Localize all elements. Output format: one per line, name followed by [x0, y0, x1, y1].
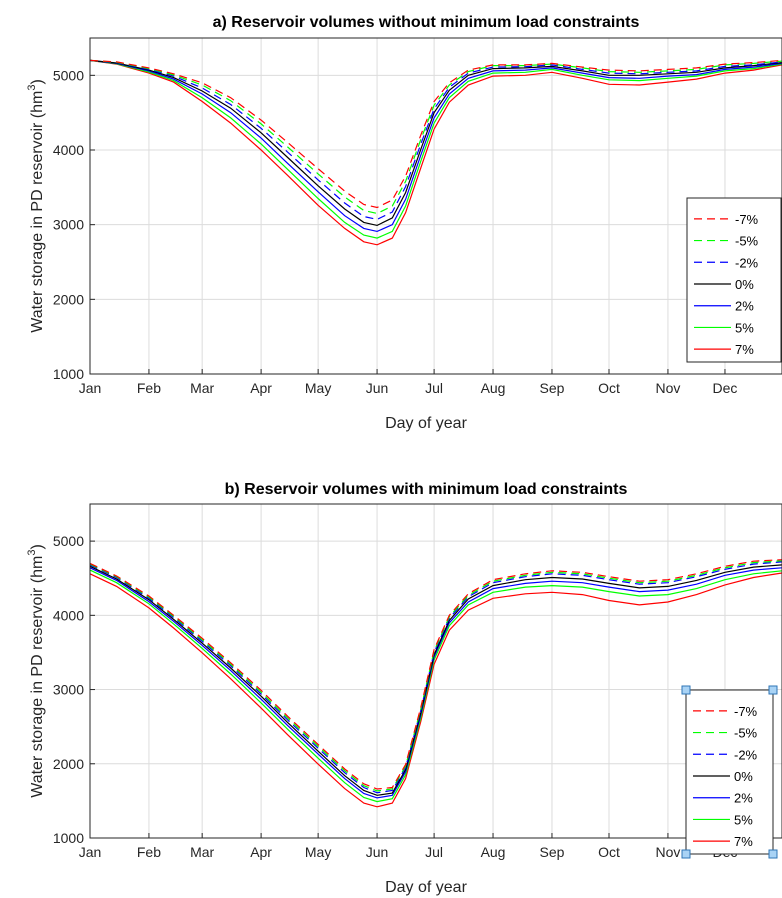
legend-entry-label: -7%	[735, 212, 759, 227]
plot-area	[90, 38, 782, 374]
series-line-minus5pct	[89, 59, 782, 215]
series-line-7pct	[89, 59, 782, 246]
x-tick-label: Nov	[655, 380, 680, 396]
legend-entry-label: -5%	[734, 726, 758, 741]
legend-entry-label: -7%	[734, 704, 758, 719]
y-tick-label: 1000	[53, 830, 84, 846]
selection-handle[interactable]	[768, 849, 778, 859]
plot-area	[90, 504, 782, 838]
x-tick-label: Jan	[79, 844, 102, 860]
y-tick-label: 1000	[53, 366, 84, 382]
legend-entry-label: -2%	[735, 255, 759, 270]
chart-panel-b: JanFebMarAprMayJunJulAugSepOctNovDec1000…	[26, 481, 782, 896]
x-tick-label: Mar	[190, 844, 214, 860]
axes-box	[89, 503, 782, 839]
x-tick-label: Nov	[655, 844, 680, 860]
series-line-0pct	[89, 564, 782, 796]
x-tick-label: Apr	[250, 380, 272, 396]
x-tick-label: Dec	[713, 380, 738, 396]
y-tick-label: 3000	[53, 682, 84, 698]
legend-entry-label: 7%	[734, 834, 753, 849]
x-tick-label: May	[305, 380, 331, 396]
y-tick-label: 2000	[53, 291, 84, 307]
x-tick-label: Sep	[540, 844, 565, 860]
x-tick-label: Jun	[366, 844, 389, 860]
legend-entry-label: 0%	[734, 769, 753, 784]
selection-handle[interactable]	[681, 685, 691, 695]
series-line-minus7pct	[89, 59, 782, 209]
y-tick-label: 4000	[53, 607, 84, 623]
x-axis-label: Day of year	[385, 879, 467, 896]
x-tick-label: Oct	[598, 380, 620, 396]
legend-entry-label: -5%	[735, 234, 759, 249]
y-tick-label: 4000	[53, 142, 84, 158]
legend-entry-label: 2%	[734, 791, 753, 806]
y-tick-label: 2000	[53, 756, 84, 772]
chart-panel-a: Jan Feb Mar Apr May Jun Jul Aug Sep Oct Nov Dec 1000…	[26, 14, 782, 432]
y-axis-label: Water storage in PD reservoir (hm3)	[26, 79, 46, 333]
series-line-minus7pct	[89, 559, 782, 790]
x-tick-label: Sep	[540, 380, 565, 396]
x-tick-label: May	[305, 844, 331, 860]
legend-entry-label: -2%	[734, 747, 758, 762]
selection-handle[interactable]	[768, 685, 778, 695]
y-tick-label: 5000	[53, 67, 84, 83]
x-tick-label: Aug	[481, 844, 506, 860]
legend[interactable]: -7% -5% -2% 0% 2% 5% 7%	[681, 685, 778, 859]
legend-entry-label: 5%	[735, 320, 754, 335]
legend-entry-label: 7%	[735, 342, 754, 357]
x-tick-label: Aug	[481, 380, 506, 396]
x-axis-label: Day of year	[385, 415, 467, 432]
series-line-7pct	[89, 572, 782, 808]
x-tick-label: Oct	[598, 844, 620, 860]
chart-title: a) Reservoir volumes without minimum loa…	[213, 14, 640, 31]
chart-title: b) Reservoir volumes with minimum load c…	[225, 481, 628, 498]
x-tick-label: Jun	[366, 380, 389, 396]
series-group	[89, 59, 782, 246]
x-tick-label: Jul	[425, 844, 443, 860]
series-group	[89, 559, 782, 808]
x-tick-label: Mar	[190, 380, 214, 396]
x-tick-label: Apr	[250, 844, 272, 860]
x-tick-label: Jan	[79, 380, 102, 396]
legend-box[interactable]	[685, 689, 774, 855]
x-tick-label: Jul	[425, 380, 443, 396]
series-line-minus2pct	[89, 561, 782, 794]
series-line-2pct	[89, 59, 782, 233]
series-line-5pct	[89, 569, 782, 803]
y-tick-label: 3000	[53, 217, 84, 233]
legend[interactable]: -7% -5% -2% 0% 2% 5% 7%	[686, 197, 782, 363]
series-line-5pct	[89, 59, 782, 239]
x-tick-label: Feb	[137, 844, 161, 860]
series-line-minus5pct	[89, 560, 782, 792]
legend-entry-label: 0%	[735, 277, 754, 292]
legend-entry-label: 2%	[735, 299, 754, 314]
legend-box[interactable]	[686, 197, 782, 363]
y-axis-label: Water storage in PD reservoir (hm3)	[26, 544, 46, 798]
legend-entry-label: 5%	[734, 812, 753, 827]
series-line-0pct	[89, 59, 782, 227]
selection-handle[interactable]	[681, 849, 691, 859]
x-tick-label: Feb	[137, 380, 161, 396]
y-tick-label: 5000	[53, 533, 84, 549]
axes-box	[89, 37, 782, 375]
